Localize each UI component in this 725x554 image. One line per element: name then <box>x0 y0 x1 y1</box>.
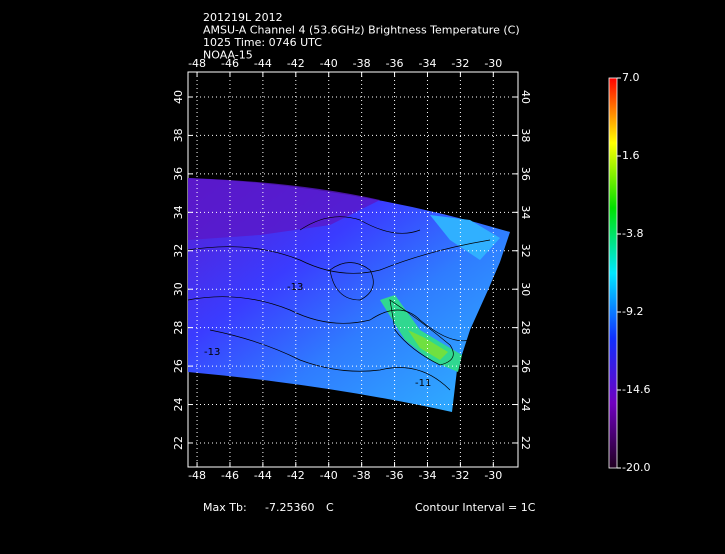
y-tick-label: 30 <box>519 282 532 296</box>
colorbar-tick-label: 1.6 <box>622 149 640 162</box>
title-line: 201219L 2012 <box>203 11 283 24</box>
y-tick-label: 40 <box>519 90 532 104</box>
contour-label: -13 <box>204 347 220 358</box>
x-tick-label: -36 <box>386 57 404 70</box>
contour-label: -13 <box>287 282 303 293</box>
x-tick-label: -46 <box>221 469 239 482</box>
y-tick-label: 24 <box>519 398 532 412</box>
x-tick-label: -32 <box>451 469 469 482</box>
title-line: NOAA-15 <box>203 49 253 62</box>
x-tick-label: -40 <box>320 469 338 482</box>
y-tick-label: 22 <box>172 436 185 450</box>
y-tick-label: 32 <box>519 244 532 258</box>
y-tick-label: 26 <box>172 359 185 373</box>
x-tick-label: -44 <box>254 57 272 70</box>
max-unit: C <box>326 501 334 514</box>
warm-patch <box>430 215 500 260</box>
contour-line <box>187 296 471 342</box>
title-line: 1025 Time: 0746 UTC <box>203 36 322 49</box>
x-tick-label: -40 <box>320 57 338 70</box>
x-tick-label: -34 <box>418 57 436 70</box>
y-tick-label: 34 <box>172 205 185 219</box>
y-tick-label: 38 <box>172 128 185 142</box>
x-tick-label: -42 <box>287 469 305 482</box>
satellite-swath <box>187 178 510 412</box>
contour-interval: Contour Interval = 1C <box>415 501 536 514</box>
y-tick-label: 30 <box>172 282 185 296</box>
y-tick-label: 40 <box>172 90 185 104</box>
y-tick-label: 36 <box>172 167 185 181</box>
y-tick-label: 24 <box>172 398 185 412</box>
colorbar-tick-label: -20.0 <box>622 461 650 474</box>
y-tick-label: 34 <box>519 205 532 219</box>
x-tick-label: -30 <box>484 57 502 70</box>
y-tick-label: 28 <box>519 321 532 335</box>
y-tick-label: 26 <box>519 359 532 373</box>
y-tick-label: 38 <box>519 128 532 142</box>
max-value: -7.25360 <box>265 501 314 514</box>
contour-line <box>187 239 491 274</box>
contour-line <box>299 216 421 234</box>
colorbar-tick-label: -3.8 <box>622 227 643 240</box>
y-tick-label: 32 <box>172 244 185 258</box>
colorbar-tick-label: -14.6 <box>622 383 650 396</box>
y-tick-label: 36 <box>519 167 532 181</box>
contour-label: -11 <box>415 378 431 389</box>
max-label: Max Tb: <box>203 501 247 514</box>
y-tick-label: 22 <box>519 436 532 450</box>
contour-line <box>329 262 374 301</box>
x-tick-label: -42 <box>287 57 305 70</box>
colorbar-tick-label: -9.2 <box>622 305 643 318</box>
x-tick-label: -48 <box>188 57 206 70</box>
contour-line <box>389 299 454 366</box>
x-tick-label: -44 <box>254 469 272 482</box>
x-tick-label: -30 <box>484 469 502 482</box>
colorbar-tick-label: 7.0 <box>622 71 640 84</box>
x-tick-label: -38 <box>353 57 371 70</box>
colorbar <box>608 77 618 469</box>
x-tick-label: -32 <box>451 57 469 70</box>
x-tick-label: -36 <box>386 469 404 482</box>
warm-core <box>408 330 448 360</box>
x-tick-label: -34 <box>418 469 436 482</box>
y-tick-label: 28 <box>172 321 185 335</box>
x-tick-label: -48 <box>188 469 206 482</box>
cold-region <box>188 178 380 240</box>
x-tick-label: -38 <box>353 469 371 482</box>
x-tick-label: -46 <box>221 57 239 70</box>
title-line: AMSU-A Channel 4 (53.6GHz) Brightness Te… <box>203 24 520 37</box>
contour-line <box>209 329 451 391</box>
